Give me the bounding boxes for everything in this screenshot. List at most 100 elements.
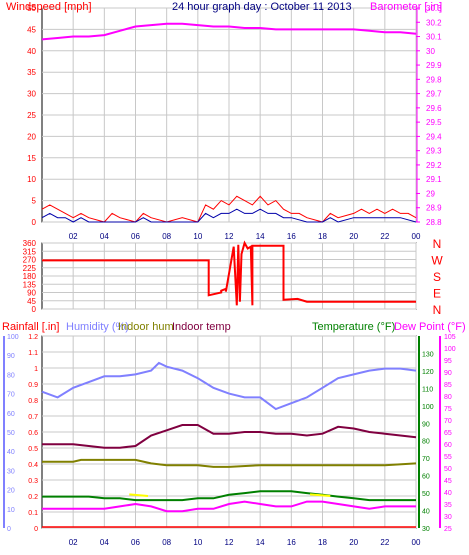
bottom-series [41,361,417,528]
barometer-line [41,22,417,41]
hour-tick-label: 04 [100,538,109,547]
rainfall-tick-label: 0.5 [28,446,38,453]
wind-axis-ticks: 0 5 10 15 20 25 30 35 40 45 50 28.8 28.9 29 29.1 29.2 29… [27,4,442,227]
hour-tick-label: 12 [225,232,234,241]
temperature-line [42,490,416,502]
bottom-axis-ticks: 0 0.1 0.2 0.3 0.4 0.5 0.6 0.7 0.8 0.9 1 1.1 1.2 0 10 20… [3,334,456,533]
barometer-axis-label: Barometer [.in] [370,1,443,13]
hour-tick-label: 16 [287,232,296,241]
indoor-temp-label: Indoor temp [172,321,231,333]
windspeed-tick-label: 35 [27,68,36,77]
rainfall-tick-label: 1.2 [28,334,38,341]
barometer-tick-label: 29.7 [426,90,442,99]
temperature-tick-label: 80 [422,439,430,446]
hour-tick-label: 10 [193,232,202,241]
windspeed-tick-label: 40 [27,47,36,56]
rainfall-tick-label: 0.7 [28,414,38,421]
hour-tick-label: 12 [225,538,234,547]
dew-point-tick-label: 80 [444,394,452,401]
rainfall-tick-label: 1 [34,366,38,373]
temperature-tick-label: 100 [422,404,434,411]
temperature-tick-label: 130 [422,351,434,358]
barometer-tick-label: 29.6 [426,104,442,113]
wind-barometer-chart: 02 04 06 08 10 12 14 16 18 20 22 00 0 5 10 15 20 25 30 35 4… [27,4,442,241]
windspeed-tick-label: 10 [27,175,36,184]
barometer-tick-label: 29.2 [426,161,442,170]
barometer-tick-label: 28.8 [426,218,442,227]
barometer-tick-label: 29.3 [426,147,442,156]
dew-point-tick-label: 75 [444,406,452,413]
wind-barometer-series [41,22,417,223]
direction-tick-label: 0 [32,305,37,314]
hour-tick-label: 08 [162,538,171,547]
hour-tick-label: 18 [318,538,327,547]
indoor-humidity-line [42,458,417,468]
dew-point-tick-label: 55 [444,454,452,461]
dew-point-tick-label: 100 [444,346,456,353]
rain-humidity-temp-chart: 02 04 06 08 10 12 14 16 18 20 22 00 00.10.20.30.40.… [3,334,456,547]
rainfall-tick-label: 0.6 [28,430,38,437]
direction-tick-label: 270 [23,256,37,265]
dew-point-tick-label: 60 [444,442,452,449]
dew-point-tick-label: 45 [444,478,452,485]
dew-point-tick-label: 30 [444,514,452,521]
windspeed-axis-label: Windspeed [mph] [6,1,92,13]
humidity-tick-label: 30 [7,468,15,475]
humidity-tick-label: 70 [7,392,15,399]
direction-tick-label: 360 [23,239,37,248]
barometer-tick-label: 30.3 [426,4,442,13]
rainfall-tick-label: 0.2 [28,494,38,501]
humidity-tick-label: 10 [7,507,15,514]
windspeed-tick-label: 20 [27,132,36,141]
barometer-tick-label: 30.2 [426,18,442,27]
hour-tick-label: 22 [380,232,389,241]
direction-tick-label: 225 [23,264,37,273]
humidity-tick-label: 40 [7,449,15,456]
rainfall-tick-label: 0.8 [28,398,38,405]
hour-tick-label: 20 [349,232,358,241]
direction-tick-label: 180 [23,272,37,281]
windspeed-tick-label: 30 [27,90,36,99]
barometer-tick-label: 30 [426,47,435,56]
dew-point-tick-label: 95 [444,358,452,365]
windspeed-tick-label: 45 [27,25,36,34]
hour-tick-label: 02 [69,538,78,547]
temperature-tick-label: 90 [422,421,430,428]
dew-point-tick-label: 65 [444,430,452,437]
dew-point-tick-label: 50 [444,466,452,473]
hour-tick-label: 18 [318,232,327,241]
dew-point-tick-label: 70 [444,418,452,425]
windspeed-tick-label: 0 [32,218,37,227]
compass-label: E [433,287,441,301]
humidity-axis-label: Humidity (%) [66,321,129,333]
compass-label: W [431,254,443,268]
direction-tick-label: 90 [27,289,36,298]
barometer-tick-label: 29.1 [426,175,442,184]
direction-grid [42,242,417,310]
humidity-tick-label: 20 [7,488,15,495]
indoor-humidity-label: Indoor hum [118,321,174,333]
rainfall-tick-label: 0.4 [28,462,38,469]
direction-tick-label: 135 [23,280,37,289]
indoor-temp-line [42,424,417,449]
hour-tick-label: 04 [100,232,109,241]
hour-tick-label: 08 [162,232,171,241]
dew-point-tick-label: 40 [444,490,452,497]
temperature-tick-label: 120 [422,369,434,376]
windspeed-tick-label: 15 [27,154,36,163]
hour-tick-label: 06 [131,232,140,241]
rainfall-tick-label: 0.1 [28,510,38,517]
humidity-tick-label: 80 [7,372,15,379]
humidity-tick-label: 0 [7,526,11,533]
dew-point-tick-label: 25 [444,526,452,533]
temperature-tick-label: 50 [422,491,430,498]
windspeed-tick-label: 5 [32,197,37,206]
compass-label: S [433,270,441,284]
rainfall-tick-label: 0.3 [28,478,38,485]
windspeed-tick-label: 50 [27,4,36,13]
hour-tick-label: 22 [380,538,389,547]
dew-point-tick-label: 35 [444,502,452,509]
